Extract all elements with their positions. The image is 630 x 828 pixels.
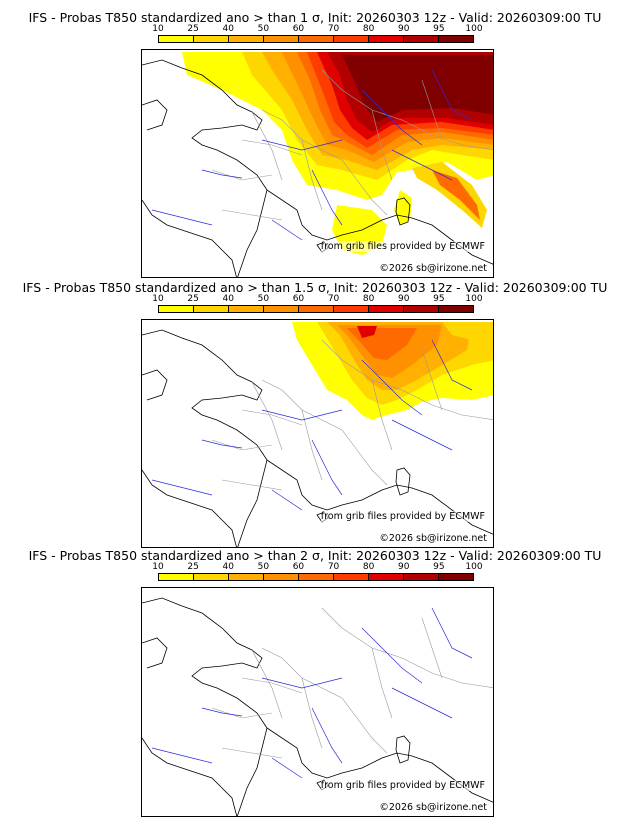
colorbar-segment <box>439 36 473 42</box>
colorbar-segment <box>264 306 299 312</box>
map-panel-1: IFS - Probas T850 standardized ano > tha… <box>0 0 630 278</box>
colorbar-segment <box>369 306 404 312</box>
rivers <box>151 607 473 779</box>
colorbar-tick-label: 40 <box>222 24 234 34</box>
colorbar-tick-label: 95 <box>433 294 445 304</box>
colorbar-segment <box>264 574 299 580</box>
borders <box>211 607 493 759</box>
colorbar-segment <box>369 36 404 42</box>
colorbar-tick-label: 25 <box>187 24 199 34</box>
colorbar-segment <box>299 36 334 42</box>
colorbar-segment <box>439 306 473 312</box>
colorbar <box>158 305 474 313</box>
map-panel-3: IFS - Probas T850 standardized ano > tha… <box>0 538 630 817</box>
map-canvas <box>142 597 493 816</box>
colorbar-tick-label: 90 <box>398 294 410 304</box>
coastlines <box>142 329 493 547</box>
colorbar-tick-label: 25 <box>187 294 199 304</box>
colorbar-segment <box>439 574 473 580</box>
panel-title: IFS - Probas T850 standardized ano > tha… <box>22 280 608 295</box>
colorbar-tick-label: 50 <box>257 24 270 34</box>
map-canvas <box>142 322 493 547</box>
colorbar-segment <box>334 306 369 312</box>
credit-copyright: ©2026 sb@irizone.net <box>379 533 487 544</box>
colorbar-segment <box>404 574 439 580</box>
colorbar-segment <box>299 306 334 312</box>
colorbar <box>158 573 474 581</box>
colorbar-segment <box>369 574 404 580</box>
borders <box>211 339 493 491</box>
colorbar-labels: 10 25 40 50 60 70 80 90 95 100 <box>152 562 482 573</box>
colorbar-segment <box>159 306 194 312</box>
rivers <box>151 69 473 241</box>
colorbar-tick-label: 100 <box>465 294 483 304</box>
colorbar-tick-label: 70 <box>327 294 340 304</box>
colorbar-segment <box>334 574 369 580</box>
colorbar-tick-label: 60 <box>292 562 305 572</box>
colorbar-segment <box>334 36 369 42</box>
colorbar-segment <box>229 36 264 42</box>
colorbar-segment <box>229 574 264 580</box>
colorbar-tick-label: 80 <box>362 24 375 34</box>
colorbar-tick-label: 40 <box>222 294 234 304</box>
colorbar-labels: 10 25 40 50 60 70 80 90 95 100 <box>152 24 482 35</box>
colorbar-tick-label: 90 <box>398 562 410 572</box>
colorbar-segment <box>159 574 194 580</box>
credit-source: from grib files provided by ECMWF <box>320 511 485 522</box>
probability-map: from grib files provided by ECMWF ©2026 … <box>141 319 494 548</box>
coastlines <box>142 597 493 816</box>
colorbar-segment <box>264 36 299 42</box>
colorbar-tick-label: 50 <box>257 562 270 572</box>
colorbar-tick-label: 95 <box>433 24 445 34</box>
colorbar-tick-label: 100 <box>465 562 483 572</box>
rivers <box>151 339 473 511</box>
map-panel-2: IFS - Probas T850 standardized ano > tha… <box>0 270 630 548</box>
colorbar-tick-label: 10 <box>152 24 164 34</box>
colorbar-tick-label: 25 <box>187 562 199 572</box>
probability-map: from grib files provided by ECMWF ©2026 … <box>141 49 494 278</box>
colorbar-segment <box>159 36 194 42</box>
colorbar <box>158 35 474 43</box>
colorbar-tick-label: 70 <box>327 562 340 572</box>
coastlines <box>142 59 493 277</box>
colorbar-segment <box>194 574 229 580</box>
colorbar-segment <box>404 36 439 42</box>
probability-map: from grib files provided by ECMWF ©2026 … <box>141 587 494 817</box>
colorbar-tick-label: 40 <box>222 562 234 572</box>
colorbar-tick-label: 100 <box>465 24 483 34</box>
colorbar-tick-label: 10 <box>152 562 164 572</box>
colorbar-tick-label: 80 <box>362 294 375 304</box>
credit-copyright: ©2026 sb@irizone.net <box>379 802 487 813</box>
colorbar-segment <box>404 306 439 312</box>
borders <box>211 69 493 221</box>
colorbar-tick-label: 60 <box>292 294 305 304</box>
colorbar-tick-label: 90 <box>398 24 410 34</box>
colorbar-tick-label: 70 <box>327 24 340 34</box>
probability-field <box>182 52 493 255</box>
colorbar-tick-label: 80 <box>362 562 375 572</box>
colorbar-tick-label: 95 <box>433 562 445 572</box>
colorbar-segment <box>229 306 264 312</box>
colorbar-segment <box>194 36 229 42</box>
probability-field <box>292 322 493 420</box>
colorbar-labels: 10 25 40 50 60 70 80 90 95 100 <box>152 294 482 305</box>
panel-title: IFS - Probas T850 standardized ano > tha… <box>28 548 602 563</box>
credit-source: from grib files provided by ECMWF <box>320 780 485 791</box>
panel-title: IFS - Probas T850 standardized ano > tha… <box>28 10 602 25</box>
colorbar-segment <box>194 306 229 312</box>
credit-source: from grib files provided by ECMWF <box>320 241 485 252</box>
map-canvas <box>142 52 493 277</box>
colorbar-tick-label: 50 <box>257 294 270 304</box>
colorbar-tick-label: 10 <box>152 294 164 304</box>
colorbar-segment <box>299 574 334 580</box>
colorbar-tick-label: 60 <box>292 24 305 34</box>
credit-copyright: ©2026 sb@irizone.net <box>379 263 487 274</box>
